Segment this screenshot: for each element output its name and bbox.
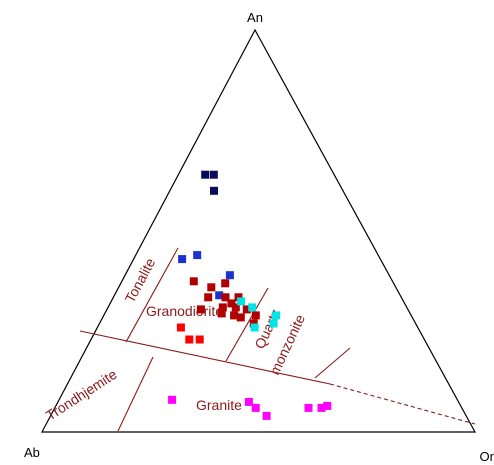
- data-point-s1-p0: [178, 255, 187, 264]
- data-point-s4-p0: [237, 297, 246, 306]
- vertex-label-or: Or: [480, 449, 494, 464]
- tonalite-granodiorite-boundary: [125, 247, 179, 343]
- data-point-s2-p7: [218, 303, 227, 312]
- data-point-s5-p0: [168, 395, 177, 404]
- data-point-s3-p0: [176, 323, 185, 332]
- data-point-s2-p3: [204, 293, 213, 302]
- data-point-s2-p1: [221, 279, 230, 288]
- quartz-monzonite-boundary-right: [314, 347, 351, 379]
- trondhjemite-label: Trondhjemite: [43, 366, 120, 424]
- data-point-s4-p3: [269, 319, 278, 328]
- data-point-s5-p3: [262, 411, 271, 420]
- granodiorite-quartz-monzonite-boundary: [225, 287, 269, 362]
- data-point-s1-p3: [215, 291, 224, 300]
- data-point-s2-p13: [236, 313, 245, 322]
- data-point-s3-p2: [195, 335, 204, 344]
- data-point-s2-p8: [231, 303, 240, 312]
- data-point-s4-p4: [250, 323, 259, 332]
- data-point-s5-p1: [244, 397, 253, 406]
- data-point-s0-p2: [201, 170, 210, 179]
- data-point-s5-p4: [304, 403, 313, 412]
- data-point-s2-p4: [221, 293, 230, 302]
- data-point-s0-p1: [209, 170, 218, 179]
- granite-label: Granite: [196, 397, 242, 413]
- data-point-s2-p12: [251, 311, 260, 320]
- data-point-s2-p6: [227, 299, 236, 308]
- data-points: [168, 170, 332, 420]
- data-point-s2-p9: [242, 305, 251, 314]
- data-point-s2-p5: [234, 293, 243, 302]
- data-point-s1-p2: [225, 271, 234, 280]
- data-point-s4-p1: [248, 303, 257, 312]
- trondhjemite-granite-boundary: [117, 356, 154, 432]
- plagioclase-boundary: [79, 330, 331, 385]
- data-point-s2-p2: [207, 283, 216, 292]
- granodiorite-label: Granodiorite: [146, 303, 223, 319]
- data-point-s2-p15: [196, 305, 205, 314]
- ternary-frame: [41, 28, 477, 433]
- vertex-label-ab: Ab: [24, 445, 40, 460]
- vertex-labels: An Ab Or: [24, 10, 494, 464]
- data-point-s2-p10: [217, 309, 226, 318]
- data-point-s5-p2: [251, 403, 260, 412]
- tonalite-label: Tonalite: [122, 255, 159, 305]
- data-point-s1-p1: [193, 251, 202, 260]
- field-boundaries: [79, 247, 476, 432]
- data-point-s4-p2: [272, 311, 281, 320]
- data-point-s3-p1: [185, 335, 194, 344]
- data-point-s5-p5: [317, 403, 326, 412]
- data-point-s0-p0: [210, 186, 218, 195]
- data-point-s5-p6: [323, 401, 332, 410]
- data-point-s2-p0: [189, 277, 198, 286]
- vertex-label-an: An: [247, 10, 263, 25]
- plagioclase-boundary-dashed: [329, 383, 476, 425]
- data-point-s2-p11: [230, 311, 239, 320]
